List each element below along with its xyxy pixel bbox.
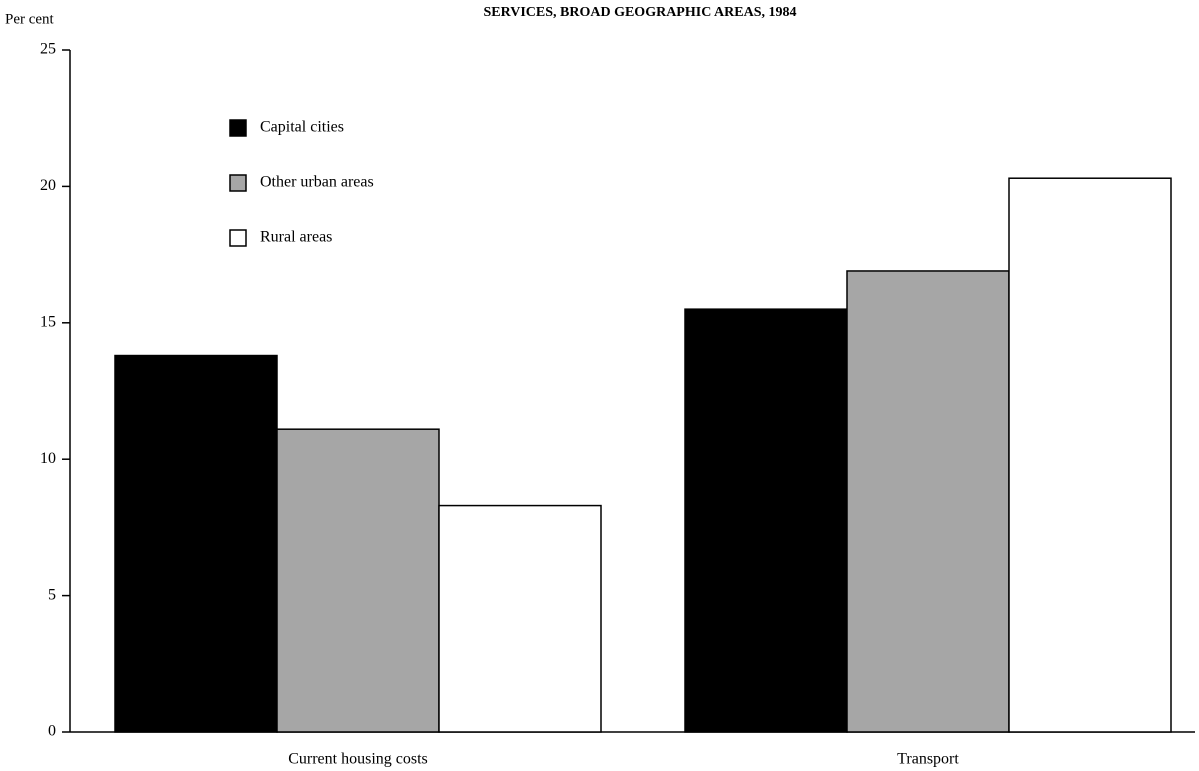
legend-swatch [229, 119, 247, 137]
x-tick-label: Current housing costs [288, 751, 428, 768]
y-tick-label: 0 [48, 723, 56, 740]
bar [846, 270, 1010, 733]
bar [276, 428, 440, 733]
bar [1008, 177, 1172, 733]
legend-label: Capital cities [260, 119, 344, 136]
y-tick-label: 20 [40, 177, 56, 194]
legend-swatch [229, 174, 247, 192]
x-tick-label: Transport [897, 751, 959, 768]
bar [684, 308, 848, 733]
legend-label: Rural areas [260, 229, 332, 246]
y-tick-label: 5 [48, 586, 56, 603]
bar [438, 504, 602, 733]
y-axis-label: Per cent [5, 11, 55, 27]
legend-swatch [229, 229, 247, 247]
bar [114, 354, 278, 733]
chart-title: SERVICES, BROAD GEOGRAPHIC AREAS, 1984 [483, 5, 796, 20]
y-tick-label: 10 [40, 450, 56, 467]
y-tick-label: 15 [40, 313, 56, 330]
legend-label: Other urban areas [260, 174, 374, 191]
y-tick-label: 25 [40, 41, 56, 58]
